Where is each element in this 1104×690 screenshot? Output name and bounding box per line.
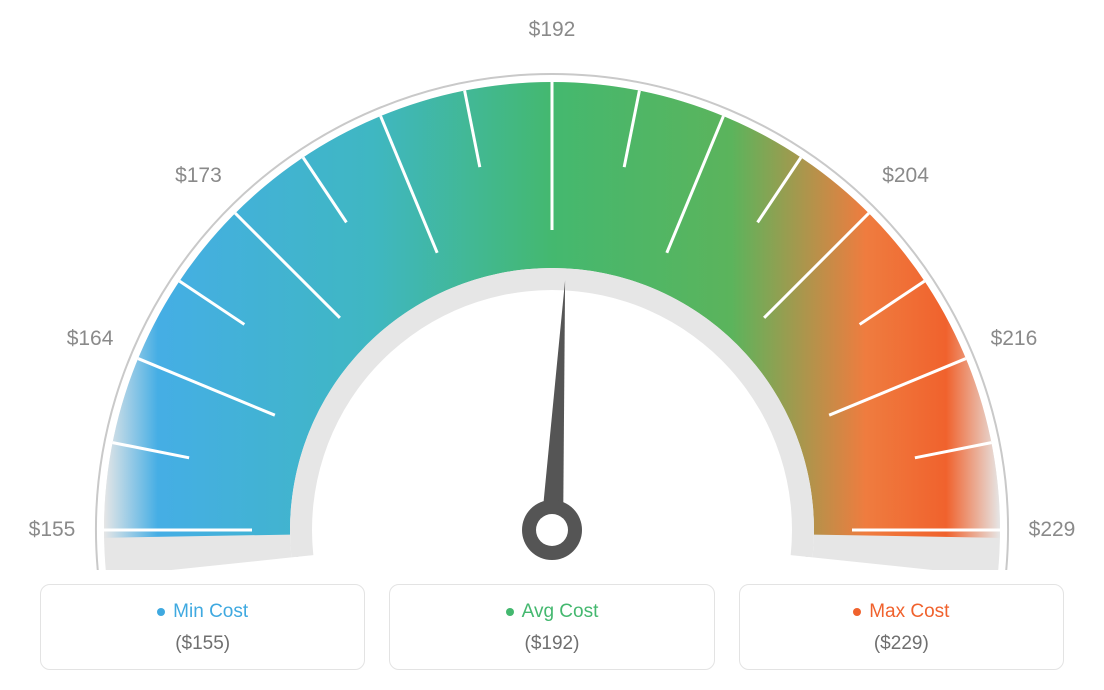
legend-value-avg: ($192)	[390, 633, 713, 655]
legend-text-min: Min Cost	[173, 601, 248, 623]
legend-value-max: ($229)	[740, 633, 1063, 655]
legend-card-max: Max Cost ($229)	[739, 584, 1064, 670]
gauge-area: $155 $164 $173 $192 $204 $216 $229	[0, 0, 1104, 570]
legend-dot-max	[853, 608, 861, 616]
gauge-tick-label: $204	[882, 164, 929, 188]
gauge-tick-label: $164	[67, 327, 114, 351]
gauge-tick-label: $173	[175, 164, 222, 188]
legend-card-min: Min Cost ($155)	[40, 584, 365, 670]
legend-label-max: Max Cost	[853, 601, 949, 623]
legend-dot-avg	[506, 608, 514, 616]
legend-label-avg: Avg Cost	[506, 601, 599, 623]
gauge-tick-label: $192	[529, 18, 576, 42]
gauge-tick-label: $155	[29, 518, 76, 542]
cost-gauge-chart: $155 $164 $173 $192 $204 $216 $229 Min Cost ($…	[0, 0, 1104, 690]
gauge-svg	[0, 0, 1104, 570]
legend-dot-min	[157, 608, 165, 616]
legend-card-avg: Avg Cost ($192)	[389, 584, 714, 670]
legend-row: Min Cost ($155) Avg Cost ($192) Max Cost…	[0, 584, 1104, 670]
legend-text-avg: Avg Cost	[522, 601, 599, 623]
gauge-tick-label: $229	[1029, 518, 1076, 542]
legend-label-min: Min Cost	[157, 601, 248, 623]
legend-text-max: Max Cost	[869, 601, 949, 623]
legend-value-min: ($155)	[41, 633, 364, 655]
gauge-tick-label: $216	[991, 327, 1038, 351]
